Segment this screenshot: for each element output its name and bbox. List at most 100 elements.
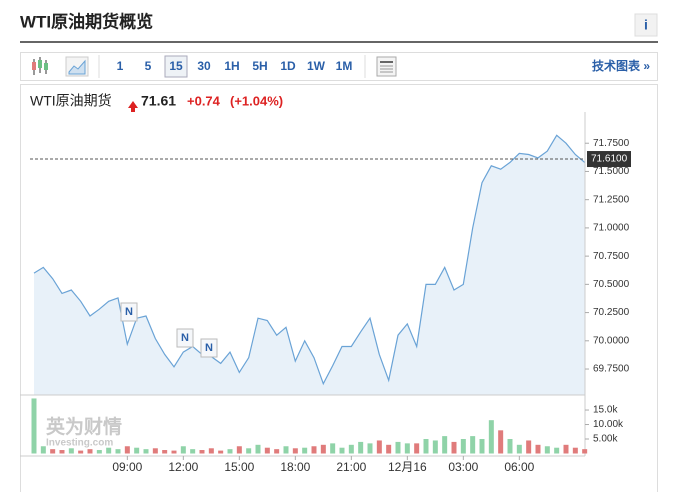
interval-button[interactable]: 1W <box>307 59 326 73</box>
interval-button[interactable]: 30 <box>197 59 211 73</box>
news-flag[interactable] <box>176 328 194 348</box>
candle-icon[interactable] <box>32 57 48 75</box>
toolbar <box>20 52 658 81</box>
volume-bar <box>59 450 65 454</box>
volume-bar <box>348 444 354 454</box>
volume-bar <box>460 439 466 454</box>
price-area <box>34 135 585 396</box>
volume-bar <box>358 441 364 454</box>
y-tick-label: 70.0000 <box>593 335 630 346</box>
volume-bar <box>404 443 410 454</box>
x-tick-label: 12:00 <box>168 460 198 474</box>
news-flag[interactable] <box>200 338 218 358</box>
volume-bar <box>479 439 485 454</box>
x-tick-label: 06:00 <box>504 460 534 474</box>
volume-bar <box>190 449 196 454</box>
quote-percent: (+1.04%) <box>230 93 283 108</box>
volume-bar <box>246 448 252 454</box>
page-title: WTI原油期货概览 <box>20 11 153 31</box>
volume-tick-label: 10.00k <box>593 419 624 430</box>
volume-bar <box>544 446 550 454</box>
volume-bar <box>180 446 186 454</box>
volume-bar <box>414 443 420 454</box>
volume-bar <box>162 450 168 454</box>
volume-bar <box>68 448 74 454</box>
y-tick-label: 70.2500 <box>593 307 630 318</box>
x-tick-label: 18:00 <box>280 460 310 474</box>
volume-bar <box>339 447 345 454</box>
y-tick-label: 69.7500 <box>593 364 630 375</box>
interval-button[interactable]: 1 <box>117 59 124 73</box>
quote-change: +0.74 <box>187 93 221 108</box>
interval-button[interactable]: 15 <box>169 59 183 73</box>
volume-bar <box>395 441 401 454</box>
volume-bar <box>143 449 149 454</box>
interval-button[interactable]: 5H <box>252 59 267 73</box>
volume-bar <box>330 443 336 454</box>
price-line <box>33 134 586 386</box>
current-price-box <box>587 151 631 168</box>
current-price-label: 71.6100 <box>591 154 628 165</box>
x-tick-label: 12月16 <box>388 460 427 474</box>
news-flag[interactable] <box>120 302 138 322</box>
volume-bar <box>152 448 158 454</box>
volume-bar <box>124 446 130 454</box>
volume-bar <box>31 398 37 454</box>
volume-bar <box>171 450 177 454</box>
volume-bar <box>87 449 93 454</box>
interval-button[interactable]: 1M <box>336 59 353 73</box>
volume-bar <box>134 447 140 454</box>
volume-bar <box>488 420 494 454</box>
volume-bar <box>535 444 541 454</box>
volume-bar <box>507 439 513 454</box>
interval-selected <box>164 55 188 78</box>
volume-bar <box>218 450 224 454</box>
table-icon[interactable] <box>376 56 397 77</box>
news-flag-label: N <box>181 332 189 344</box>
info-icon: i <box>644 17 648 33</box>
quote-name: WTI原油期货 <box>30 93 112 109</box>
volume-bar <box>554 447 560 454</box>
news-flag-label: N <box>205 342 213 354</box>
volume-bar <box>227 449 233 454</box>
volume-bar <box>274 449 280 454</box>
y-tick-label: 71.0000 <box>593 223 630 234</box>
volume-bar <box>572 447 578 454</box>
quote-price: 71.61 <box>141 93 176 109</box>
volume-bar <box>283 446 289 454</box>
area-icon[interactable] <box>65 56 89 77</box>
up-arrow <box>128 101 138 112</box>
interval-button[interactable]: 1D <box>280 59 296 73</box>
volume-bar <box>50 449 56 454</box>
volume-bar <box>255 444 261 454</box>
volume-bar <box>96 450 102 454</box>
volume-bar <box>208 448 214 454</box>
y-tick-label: 70.5000 <box>593 279 630 290</box>
y-tick-label: 71.2500 <box>593 194 630 205</box>
volume-bar <box>106 447 112 454</box>
volume-bar <box>442 436 448 454</box>
interval-button[interactable]: 1H <box>224 59 239 73</box>
volume-bar <box>115 449 121 454</box>
volume-tick-label: 5.00k <box>593 434 618 445</box>
volume-bar <box>423 439 429 454</box>
x-tick-label: 21:00 <box>336 460 366 474</box>
volume-bar <box>199 450 205 454</box>
technical-chart-link[interactable]: 技术图表 » <box>592 58 650 73</box>
x-tick-label: 03:00 <box>448 460 478 474</box>
volume-bar <box>386 444 392 454</box>
y-tick-label: 70.7500 <box>593 251 630 262</box>
info-button[interactable] <box>634 13 658 37</box>
volume-bar <box>451 441 457 454</box>
volume-bar <box>432 440 438 454</box>
y-tick-label: 71.5000 <box>593 166 630 177</box>
interval-button[interactable]: 5 <box>145 59 152 73</box>
volume-bar <box>302 447 308 454</box>
volume-bar <box>582 449 588 454</box>
volume-bar <box>526 440 532 454</box>
x-tick-label: 09:00 <box>112 460 142 474</box>
volume-bar <box>563 444 569 454</box>
news-flag-label: N <box>125 306 133 318</box>
volume-bar <box>498 430 504 454</box>
